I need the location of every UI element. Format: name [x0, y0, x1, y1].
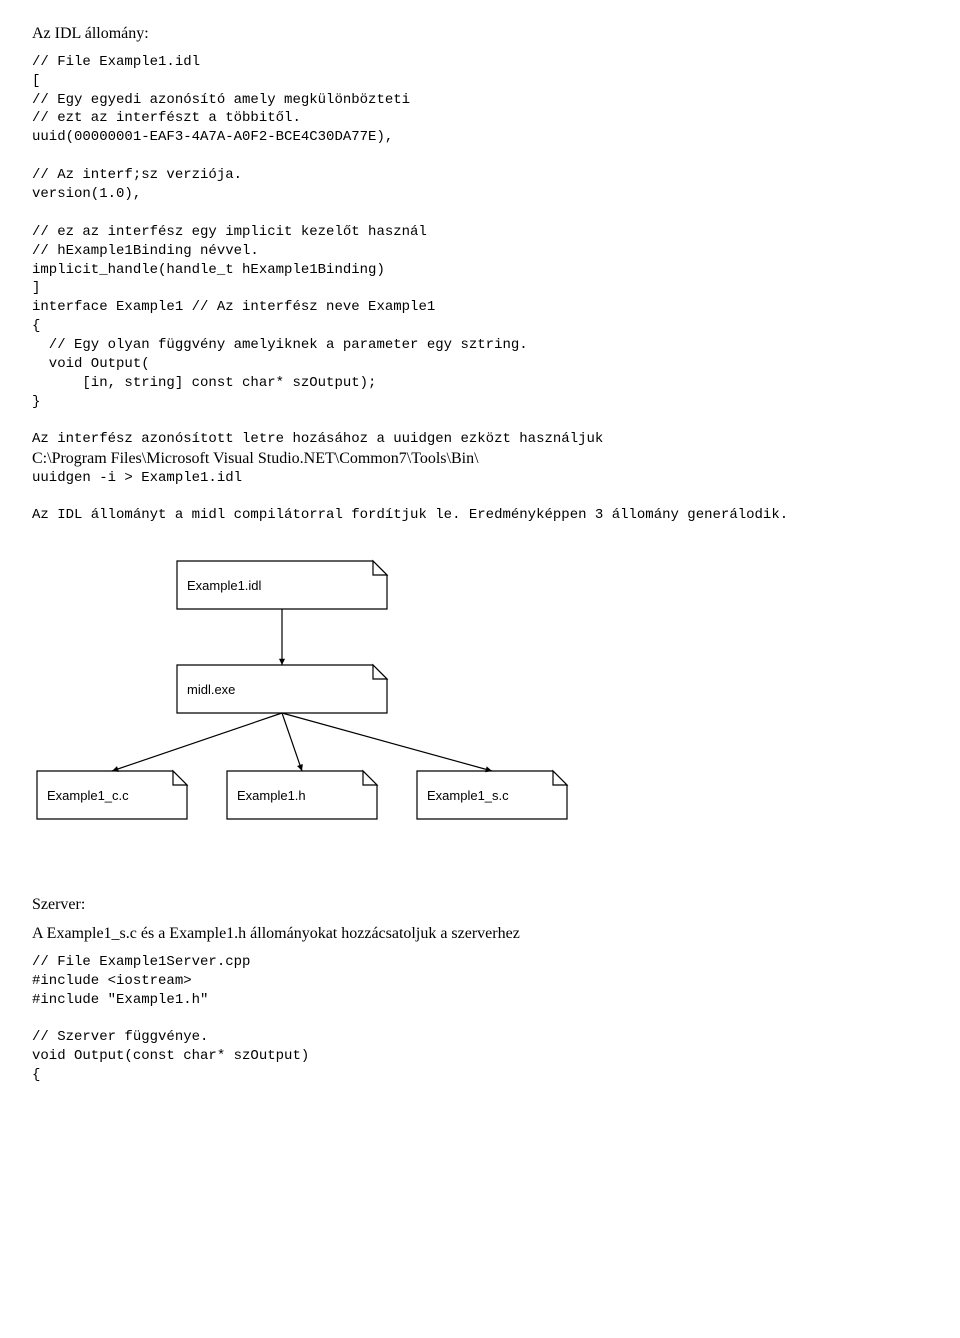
szerver-heading: Szerver: — [32, 895, 928, 916]
svg-text:Example1_s.c: Example1_s.c — [427, 788, 509, 803]
svg-text:Example1_c.c: Example1_c.c — [47, 788, 129, 803]
svg-text:Example1.h: Example1.h — [237, 788, 306, 803]
code-block-idl: // File Example1.idl [ // Egy egyedi azo… — [32, 53, 928, 412]
szerver-text: A Example1_s.c és a Example1.h állományo… — [32, 924, 928, 945]
code-block-server: // File Example1Server.cpp #include <ios… — [32, 953, 928, 1085]
svg-text:Example1.idl: Example1.idl — [187, 578, 262, 593]
page-title: Az IDL állomány: — [32, 24, 928, 45]
compile-diagram: Example1.idl midl.exe Example1_c.c Example1… — [32, 555, 928, 835]
mid-text-mono: Az interfész azonósított letre hozásához… — [32, 430, 928, 449]
svg-text:midl.exe: midl.exe — [187, 682, 235, 697]
code-block-uuidgen: uuidgen -i > Example1.idl — [32, 469, 928, 488]
mid-text-path: C:\Program Files\Microsoft Visual Studio… — [32, 449, 928, 470]
post-text: Az IDL állományt a midl compilátorral fo… — [32, 506, 928, 525]
